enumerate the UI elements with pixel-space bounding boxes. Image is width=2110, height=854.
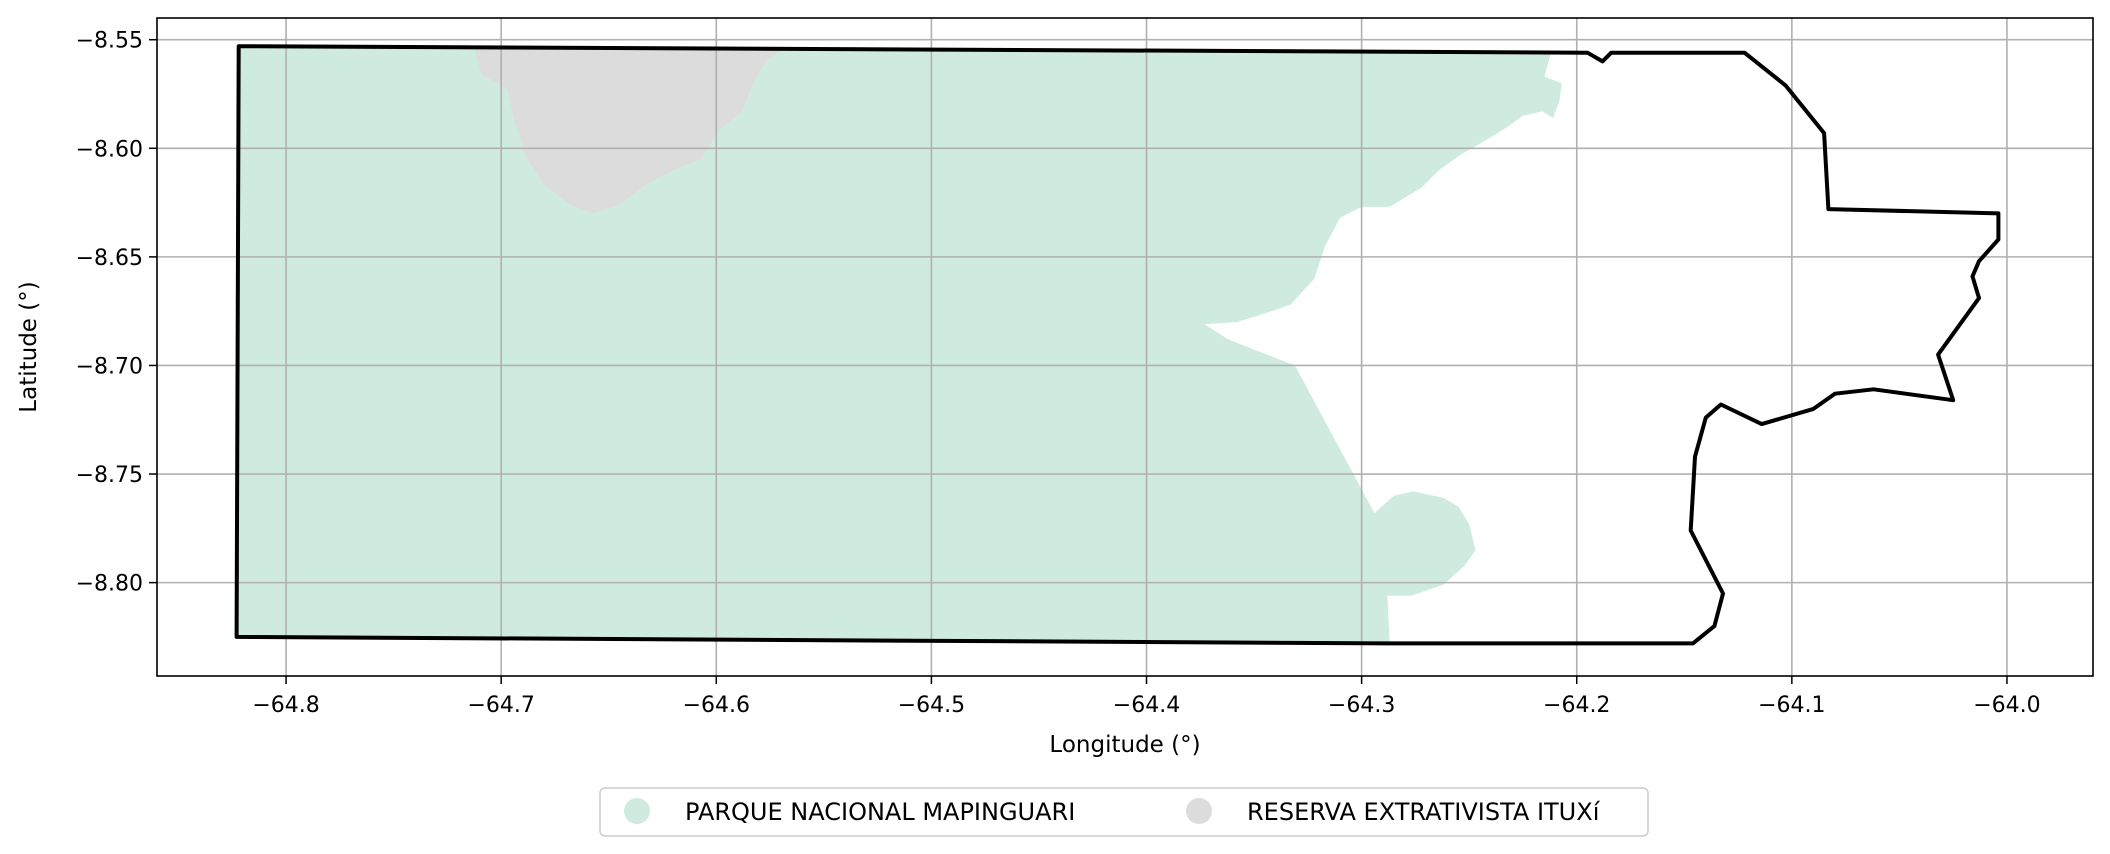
grid (157, 18, 2093, 676)
y-axis-ticks: −8.55 −8.60 −8.65 −8.70 −8.75 −8.80 (76, 29, 157, 597)
y-tick-label: −8.65 (76, 246, 143, 271)
map-areas (236, 46, 1562, 642)
x-tick-label: −64.6 (683, 693, 750, 718)
boundary-outline (234, 44, 2001, 646)
legend-label-reserva: RESERVA EXTRATIVISTA ITUXí (1247, 798, 1601, 826)
reserva-extrativista-ituxi-area (475, 48, 783, 214)
y-tick-label: −8.70 (76, 354, 143, 379)
x-tick-label: −64.0 (1973, 693, 2040, 718)
legend-frame (599, 787, 1649, 837)
x-tick-label: −64.7 (467, 693, 534, 718)
x-axis-ticks: −64.8 −64.7 −64.6 −64.5 −64.4 −64.3 −64.2 −64.1… (252, 676, 2041, 718)
map-boundary-layer (234, 44, 2001, 646)
plot-frame (156, 17, 2094, 677)
legend-label-parque: PARQUE NACIONAL MAPINGUARI (685, 798, 1075, 826)
x-tick-label: −64.5 (898, 693, 965, 718)
x-axis-label: Longitude (°) (1049, 732, 1200, 758)
y-tick-label: −8.55 (76, 29, 143, 54)
x-tick-label: −64.8 (252, 693, 319, 718)
x-tick-label: −64.1 (1758, 693, 1825, 718)
y-tick-label: −8.60 (76, 137, 143, 162)
y-tick-label: −8.75 (76, 463, 143, 488)
x-tick-label: −64.4 (1113, 693, 1180, 718)
y-tick-label: −8.80 (76, 572, 143, 597)
legend-swatch-reserva (1186, 798, 1212, 824)
x-tick-label: −64.2 (1543, 693, 1610, 718)
parque-nacional-mapinguari-area (236, 46, 1562, 642)
legend-swatch-parque (624, 798, 650, 824)
legend: PARQUE NACIONAL MAPINGUARI RESERVA EXTRA… (599, 787, 1649, 837)
x-tick-label: −64.3 (1328, 693, 1395, 718)
y-axis-label: Latitude (°) (16, 281, 42, 412)
